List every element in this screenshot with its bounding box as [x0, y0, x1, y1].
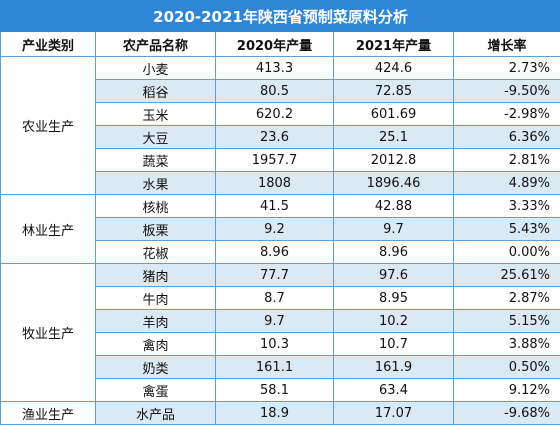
product-name-cell: 稻谷 [96, 80, 216, 103]
growth-rate-cell: 2.73% [454, 57, 560, 80]
header-2020: 2020年产量 [216, 32, 334, 57]
yield-2021-cell: 10.2 [334, 310, 454, 333]
yield-2020-cell: 620.2 [216, 103, 334, 126]
yield-2020-cell: 77.7 [216, 264, 334, 287]
product-name-cell: 水产品 [96, 402, 216, 425]
yield-2021-cell: 97.6 [334, 264, 454, 287]
yield-2020-cell: 10.3 [216, 333, 334, 356]
yield-2020-cell: 23.6 [216, 126, 334, 149]
growth-rate-cell: 3.88% [454, 333, 560, 356]
yield-2021-cell: 161.9 [334, 356, 454, 379]
yield-2020-cell: 18.9 [216, 402, 334, 425]
yield-2021-cell: 8.96 [334, 241, 454, 264]
yield-2021-cell: 601.69 [334, 103, 454, 126]
growth-rate-cell: 0.00% [454, 241, 560, 264]
header-category: 产业类别 [1, 32, 96, 57]
growth-rate-cell: -9.50% [454, 80, 560, 103]
yield-2020-cell: 161.1 [216, 356, 334, 379]
growth-rate-cell: -9.68% [454, 402, 560, 425]
yield-2020-cell: 80.5 [216, 80, 334, 103]
growth-rate-cell: 2.87% [454, 287, 560, 310]
product-name-cell: 大豆 [96, 126, 216, 149]
growth-rate-cell: 0.50% [454, 356, 560, 379]
yield-2020-cell: 8.7 [216, 287, 334, 310]
table-title: 2020-2021年陕西省预制菜原料分析 [1, 1, 560, 32]
growth-rate-cell: 5.15% [454, 310, 560, 333]
yield-2020-cell: 1957.7 [216, 149, 334, 172]
yield-2020-cell: 9.2 [216, 218, 334, 241]
yield-2021-cell: 1896.46 [334, 172, 454, 195]
product-name-cell: 花椒 [96, 241, 216, 264]
header-row: 产业类别 农产品名称 2020年产量 2021年产量 增长率 [1, 32, 560, 57]
product-name-cell: 猪肉 [96, 264, 216, 287]
yield-2021-cell: 17.07 [334, 402, 454, 425]
growth-rate-cell: 25.61% [454, 264, 560, 287]
product-name-cell: 奶类 [96, 356, 216, 379]
title-row: 2020-2021年陕西省预制菜原料分析 [1, 1, 560, 32]
yield-2021-cell: 42.88 [334, 195, 454, 218]
yield-2021-cell: 8.95 [334, 287, 454, 310]
yield-2020-cell: 9.7 [216, 310, 334, 333]
header-growth: 增长率 [454, 32, 560, 57]
product-name-cell: 蔬菜 [96, 149, 216, 172]
category-cell: 渔业生产 [1, 402, 96, 425]
yield-2021-cell: 9.7 [334, 218, 454, 241]
growth-rate-cell: -2.98% [454, 103, 560, 126]
category-cell: 林业生产 [1, 195, 96, 264]
category-cell: 牧业生产 [1, 264, 96, 402]
growth-rate-cell: 2.81% [454, 149, 560, 172]
growth-rate-cell: 5.43% [454, 218, 560, 241]
product-name-cell: 禽肉 [96, 333, 216, 356]
yield-2021-cell: 2012.8 [334, 149, 454, 172]
category-cell: 农业生产 [1, 57, 96, 195]
yield-2021-cell: 25.1 [334, 126, 454, 149]
product-name-cell: 核桃 [96, 195, 216, 218]
yield-2021-cell: 10.7 [334, 333, 454, 356]
product-name-cell: 牛肉 [96, 287, 216, 310]
yield-2021-cell: 63.4 [334, 379, 454, 402]
product-name-cell: 羊肉 [96, 310, 216, 333]
yield-2021-cell: 424.6 [334, 57, 454, 80]
yield-2021-cell: 72.85 [334, 80, 454, 103]
yield-2020-cell: 41.5 [216, 195, 334, 218]
product-name-cell: 禽蛋 [96, 379, 216, 402]
growth-rate-cell: 4.89% [454, 172, 560, 195]
growth-rate-cell: 9.12% [454, 379, 560, 402]
product-name-cell: 水果 [96, 172, 216, 195]
product-name-cell: 玉米 [96, 103, 216, 126]
header-product: 农产品名称 [96, 32, 216, 57]
growth-rate-cell: 3.33% [454, 195, 560, 218]
growth-rate-cell: 6.36% [454, 126, 560, 149]
yield-2020-cell: 8.96 [216, 241, 334, 264]
yield-2020-cell: 413.3 [216, 57, 334, 80]
product-name-cell: 小麦 [96, 57, 216, 80]
product-name-cell: 板栗 [96, 218, 216, 241]
yield-2020-cell: 58.1 [216, 379, 334, 402]
yield-2020-cell: 1808 [216, 172, 334, 195]
header-2021: 2021年产量 [334, 32, 454, 57]
